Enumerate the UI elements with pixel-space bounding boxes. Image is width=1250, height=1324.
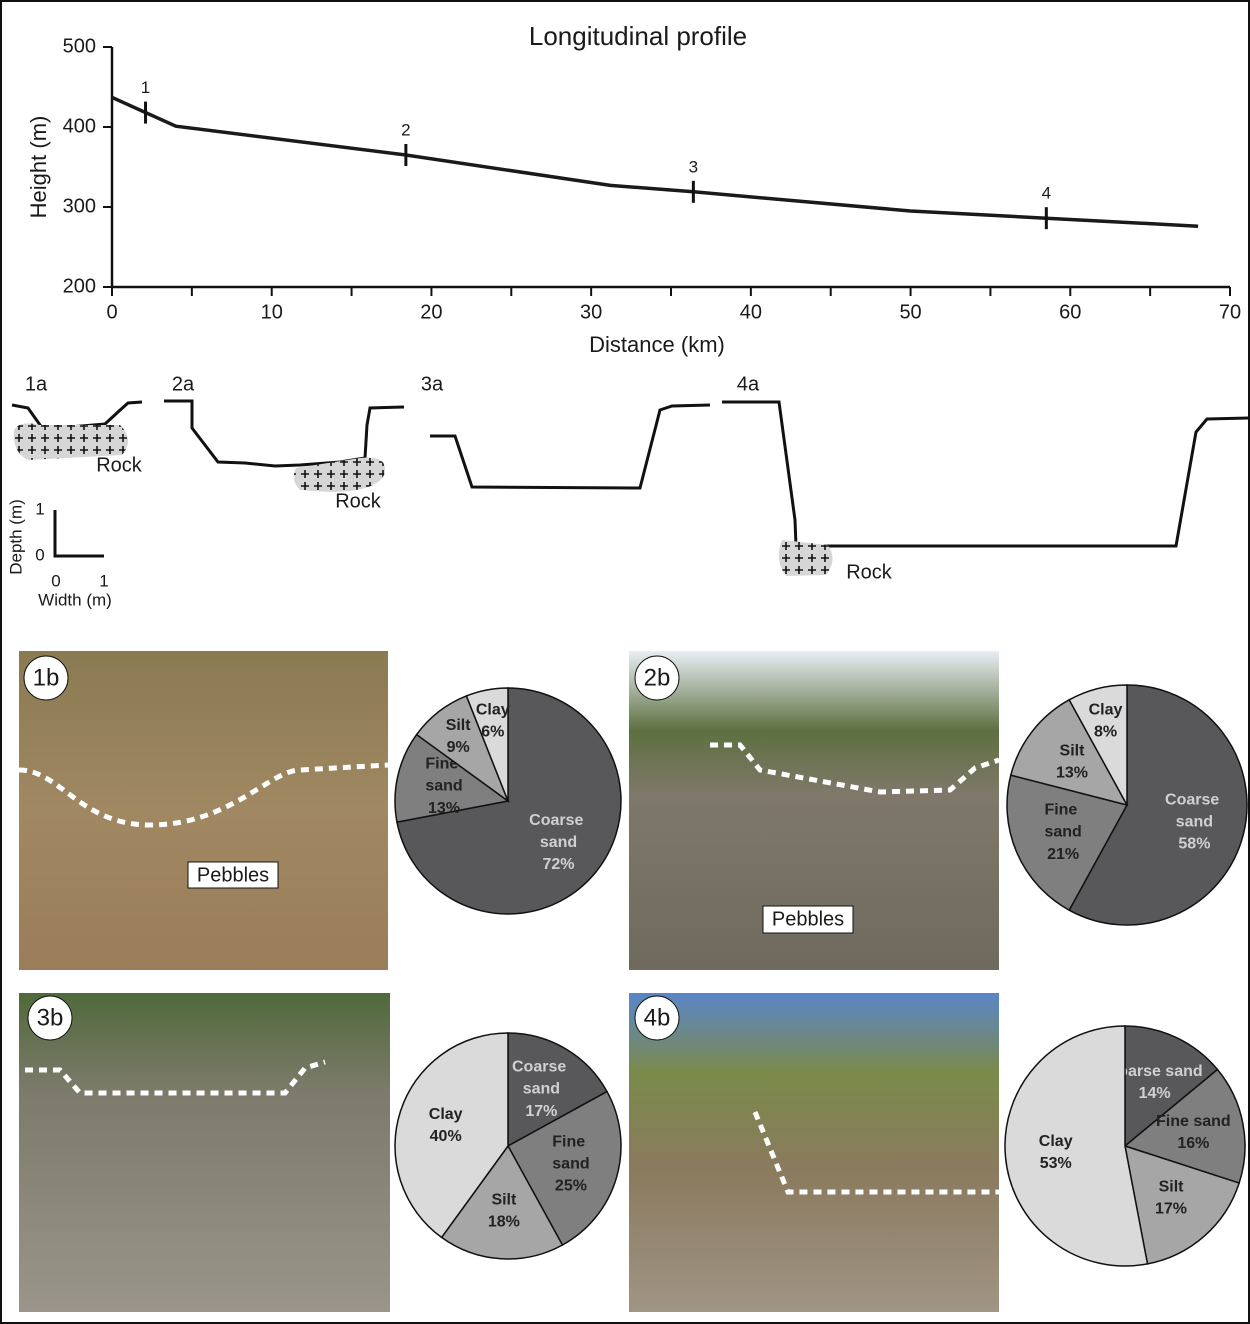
scale-bar: 0 1 0 1 Width (m) Depth (m) — [6, 499, 111, 609]
rock-label: Rock — [96, 454, 143, 476]
rock-pluses — [294, 458, 385, 492]
annotation: Pebbles — [772, 908, 844, 930]
rock-label: Rock — [335, 490, 382, 512]
slice-value-label: 17% — [1155, 1200, 1187, 1217]
slice-value-label: 13% — [428, 800, 460, 817]
x-tick-label: 70 — [1219, 301, 1241, 323]
slice-label: Silt — [491, 1192, 517, 1209]
photo-label: 3b — [37, 1004, 64, 1031]
section-label: 3a — [421, 373, 444, 395]
site-label: 3 — [689, 157, 698, 176]
slice-label: Silt — [1159, 1178, 1185, 1195]
photo — [629, 993, 999, 1312]
photo — [19, 651, 388, 970]
cross-section-lines — [12, 401, 1249, 546]
slice-value-label: 9% — [447, 739, 470, 756]
slice-label: Clay — [1039, 1133, 1073, 1150]
slice-value-label: 16% — [1177, 1135, 1209, 1152]
y-tick-label: 200 — [63, 275, 96, 297]
site-label: 4 — [1042, 184, 1051, 203]
slice-value-label: 58% — [1178, 836, 1210, 853]
rock-pluses — [779, 540, 833, 576]
slice-label: Silt — [446, 717, 472, 734]
rock-label: Rock — [846, 561, 893, 583]
x-tick-label: 10 — [261, 301, 283, 323]
scale-tick: 0 — [51, 571, 60, 590]
section-label: 1a — [25, 373, 48, 395]
slice-value-label: 6% — [481, 723, 504, 740]
chart-title: Longitudinal profile — [529, 21, 747, 51]
x-tick-label: 40 — [740, 301, 762, 323]
rock-blobs — [14, 423, 833, 576]
x-tick-label: 60 — [1059, 301, 1081, 323]
photo-label: 1b — [33, 664, 60, 691]
x-tick-label: 20 — [420, 301, 442, 323]
section-label: 2a — [172, 373, 195, 395]
y-tick-label: 300 — [63, 195, 96, 217]
annotation: Pebbles — [197, 864, 269, 886]
slice-label: Clay — [476, 701, 510, 718]
x-axis-label: Distance (km) — [589, 332, 725, 357]
slice-value-label: 13% — [1056, 765, 1088, 782]
slice-value-label: 17% — [525, 1103, 557, 1120]
slice-value-label: 72% — [542, 856, 574, 873]
x-tick-label: 0 — [106, 301, 117, 323]
y-tick-label: 400 — [63, 115, 96, 137]
section-4a — [722, 402, 1249, 546]
slice-value-label: 25% — [555, 1178, 587, 1195]
x-tick-label: 30 — [580, 301, 602, 323]
slice-label: Clay — [1089, 702, 1123, 719]
scale-tick: 1 — [99, 571, 108, 590]
slice-value-label: 14% — [1139, 1085, 1171, 1102]
slice-value-label: 40% — [430, 1128, 462, 1145]
section-3a — [430, 405, 710, 488]
slice-label: Clay — [429, 1106, 463, 1123]
scale-y-label: Depth (m) — [6, 499, 25, 575]
scale-tick: 0 — [35, 545, 44, 564]
slice-value-label: 21% — [1047, 846, 1079, 863]
photo-label: 2b — [644, 664, 671, 691]
photo-label: 4b — [644, 1004, 671, 1031]
photo — [19, 993, 390, 1312]
y-tick-label: 500 — [63, 35, 96, 57]
scale-x-label: Width (m) — [38, 590, 112, 609]
site-label: 2 — [401, 120, 410, 139]
figure: 1a 2a 3a 4a Rock Rock Rock 0 1 0 1 Width… — [0, 0, 1250, 1324]
slice-value-label: 53% — [1040, 1155, 1072, 1172]
slice-value-label: 18% — [488, 1214, 520, 1231]
section-2a — [164, 401, 404, 466]
slice-label: Fine sand — [1156, 1113, 1231, 1130]
scale-tick: 1 — [35, 499, 44, 518]
y-axis-label: Height (m) — [26, 116, 51, 219]
x-tick-label: 50 — [899, 301, 921, 323]
profile-line — [112, 97, 1198, 226]
section-label: 4a — [737, 373, 760, 395]
site-label: 1 — [141, 78, 150, 97]
scale-axes — [55, 510, 104, 556]
slice-value-label: 8% — [1094, 724, 1117, 741]
slice-label: Silt — [1060, 743, 1086, 760]
